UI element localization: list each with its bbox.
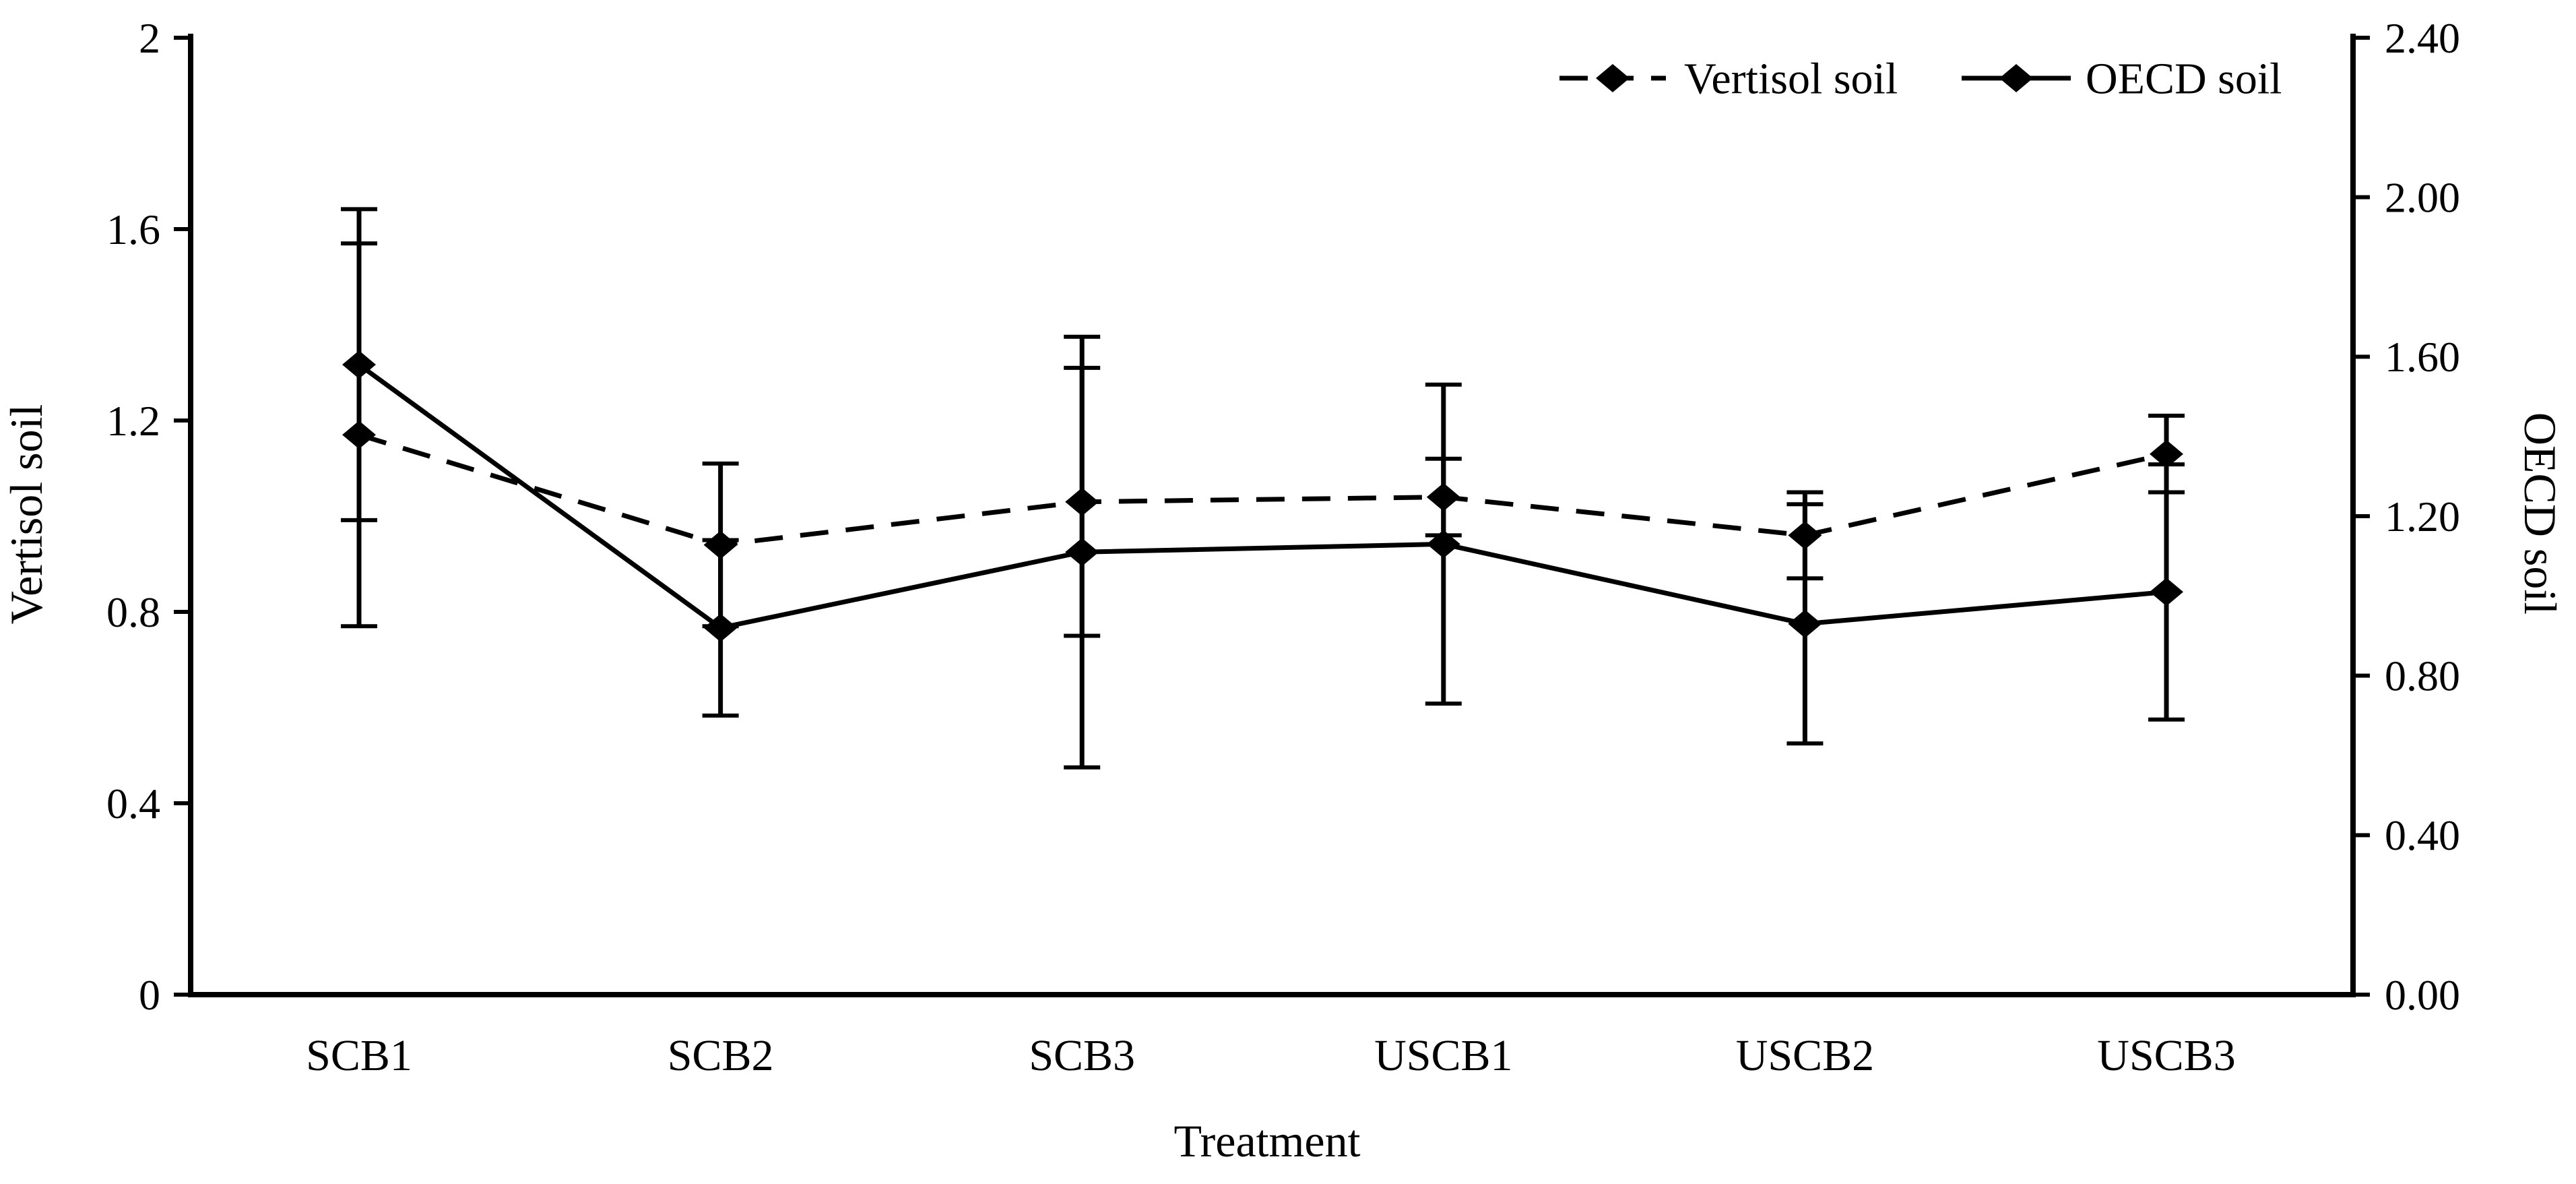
right-axis-tick-label: 0.80 [2385,652,2460,699]
x-axis-category-label: USCB3 [2097,1031,2235,1080]
left-axis-tick-label: 0.4 [106,780,160,828]
right-axis-tick-label: 2.40 [2385,14,2460,62]
x-axis-category-label: USCB2 [1736,1031,1874,1080]
oecd-soil-marker-uscb2 [1788,609,1822,638]
right-axis-tick-label: 0.40 [2385,811,2460,859]
oecd-soil-marker-scb1 [342,350,376,379]
right-axis-tick-label: 1.20 [2385,493,2460,540]
vertisol-soil-series [342,420,2183,559]
left-axis-tick-label: 1.6 [106,206,160,253]
x-axis-category-label: SCB2 [668,1031,774,1080]
oecd-soil-marker-uscb3 [2150,578,2183,606]
legend-item-vertisol-soil: Vertisol soil [1559,54,1898,103]
left-axis-tick-label: 2 [139,14,160,62]
right-axis-tick-label: 0.00 [2385,971,2460,1019]
vertisol-soil-error-bars [341,241,2185,638]
oecd-soil-marker-scb2 [703,613,738,642]
x-axis-category-label: SCB3 [1029,1031,1135,1080]
vertisol-soil-marker-scb1 [342,420,376,449]
right-axis-tick-label: 2.00 [2385,173,2460,221]
legend-item-oecd-soil: OECD soil [1962,54,2282,103]
legend-vertisol-diamond-icon [1596,64,1630,92]
x-axis-category-label: SCB1 [306,1031,412,1080]
x-axis-category-label: USCB1 [1374,1031,1512,1080]
legend-label-oecd-soil: OECD soil [2086,54,2282,103]
oecd-soil-error-bars [341,207,2185,770]
right-axis-title: OECD soil [2515,412,2566,615]
x-axis-title: Treatment [1173,1115,1360,1166]
vertisol-soil-marker-uscb2 [1788,521,1822,550]
left-axis-tick-label: 0 [139,971,160,1019]
vertisol-soil-marker-scb3 [1065,487,1099,516]
oecd-soil-marker-scb3 [1065,538,1099,567]
legend-oecd-diamond-icon [1999,64,2033,92]
left-axis-title: Vertisol soil [1,404,52,625]
legend: Vertisol soil OECD soil [1559,54,2282,103]
axes: 0 0.4 0.8 1.2 1.6 2 0.00 0.40 0.80 1.20 1.60 2.00 2.… [1,14,2566,1166]
vertisol-soil-marker-scb2 [703,530,738,559]
vertisol-soil-line [358,432,2167,548]
oecd-soil-line [357,363,2167,631]
oecd-soil-series [342,350,2183,642]
right-axis-tick-label: 1.60 [2385,333,2460,381]
vertisol-soil-marker-uscb1 [1426,482,1460,511]
legend-label-vertisol-soil: Vertisol soil [1684,54,1898,103]
left-axis-tick-label: 1.2 [106,397,160,445]
oecd-soil-marker-uscb1 [1426,530,1460,559]
vertisol-soil-marker-uscb3 [2150,439,2183,468]
left-axis-tick-label: 0.8 [106,588,160,636]
